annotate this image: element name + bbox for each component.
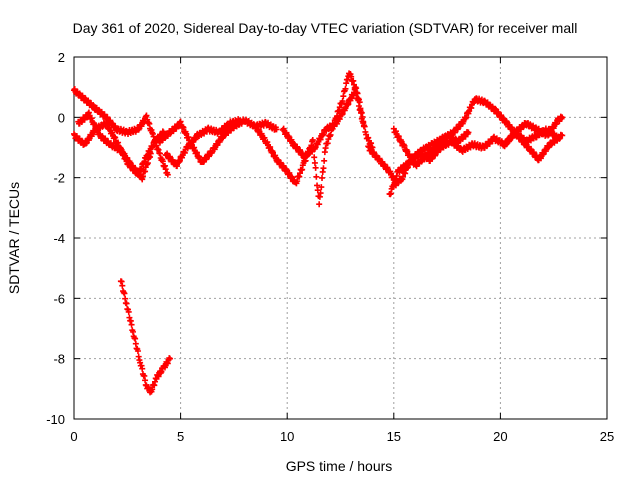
y-tick-label: -8	[53, 352, 65, 367]
data-point	[320, 165, 327, 172]
series-track-f	[252, 70, 376, 208]
y-tick-label: 2	[58, 50, 65, 65]
data-point	[128, 321, 135, 328]
data-point	[318, 184, 325, 191]
data-point	[313, 173, 320, 180]
data-point	[317, 190, 324, 197]
series-track-j	[390, 125, 472, 170]
data-point	[121, 290, 128, 297]
data-point	[119, 282, 126, 289]
data-point	[319, 174, 326, 181]
data-point	[342, 85, 349, 92]
data-point	[316, 201, 323, 208]
x-tick-label: 20	[493, 429, 507, 444]
data-point	[360, 123, 367, 130]
data-point	[353, 90, 360, 97]
y-tick-label: -6	[53, 291, 65, 306]
chart-title: Day 361 of 2020, Sidereal Day-to-day VTE…	[73, 20, 578, 36]
series-track-a	[71, 85, 171, 178]
data-point	[559, 132, 566, 139]
data-point	[355, 97, 362, 104]
data-point	[123, 300, 130, 307]
x-axis-title: GPS time / hours	[286, 458, 393, 474]
data-point	[314, 187, 321, 194]
series-track-c	[75, 109, 154, 183]
axes: 0 5 10 15 20 25 -10 -8 -6 -4 -2 0 2	[46, 50, 614, 444]
data-point	[309, 136, 316, 143]
data-point	[312, 164, 319, 171]
data-point	[311, 154, 318, 161]
series-track-g	[279, 85, 367, 162]
data-point	[321, 157, 328, 164]
series-track-d	[156, 116, 280, 165]
data-point	[139, 365, 146, 372]
data-point	[559, 114, 566, 121]
series-track-l	[501, 113, 566, 150]
y-tick-label: -2	[53, 171, 65, 186]
data-point	[166, 355, 173, 362]
data-point	[273, 126, 280, 133]
x-tick-label: 10	[280, 429, 294, 444]
series-track-m	[117, 278, 173, 396]
x-tick-label: 5	[177, 429, 184, 444]
data-points	[71, 70, 566, 396]
data-point	[134, 348, 141, 355]
data-point	[358, 110, 365, 117]
x-tick-label: 15	[387, 429, 401, 444]
y-axis-title: SDTVAR / TECUs	[6, 182, 22, 294]
plot-frame	[73, 56, 608, 420]
y-tick-label: -10	[46, 412, 65, 427]
data-point	[147, 150, 154, 157]
data-point	[164, 171, 171, 178]
x-tick-label: 25	[600, 429, 614, 444]
data-point	[237, 117, 244, 124]
y-tick-label: -4	[53, 231, 65, 246]
data-point	[465, 129, 472, 136]
x-tick-label: 0	[70, 429, 77, 444]
data-point	[125, 308, 132, 315]
series-track-e	[162, 116, 244, 170]
y-tick-label: 0	[58, 110, 65, 125]
